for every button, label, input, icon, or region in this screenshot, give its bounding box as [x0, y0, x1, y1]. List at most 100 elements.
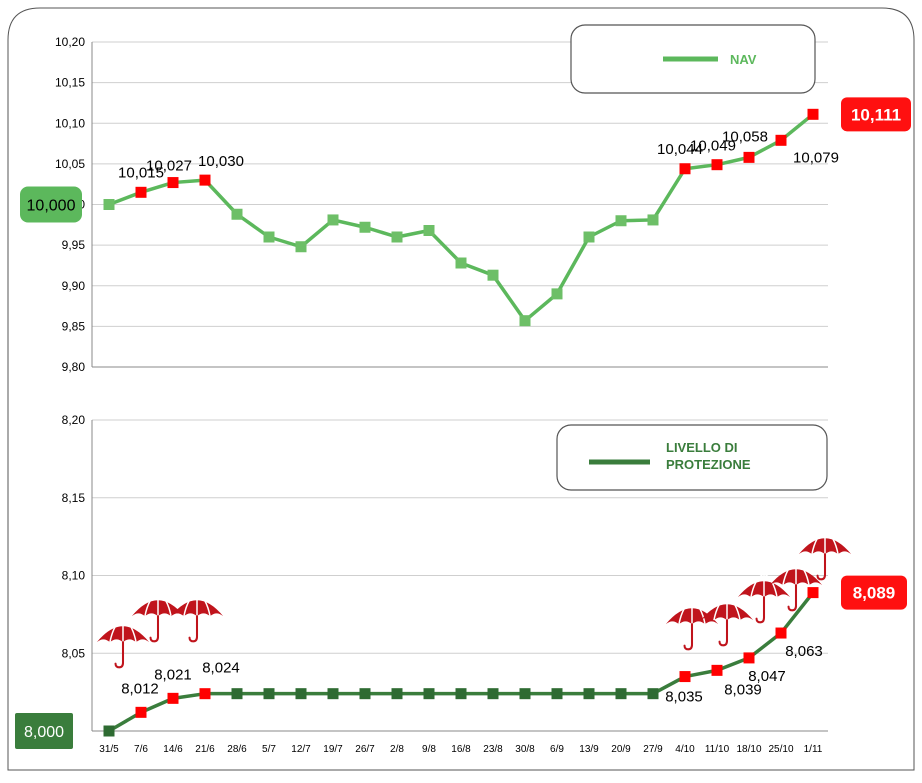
- y-tick-label: 9,85: [62, 319, 86, 333]
- data-point: [359, 688, 371, 700]
- y-tick-label: 8,10: [62, 569, 86, 583]
- highlight-point: [807, 108, 819, 120]
- y-tick-label: 8,20: [62, 413, 86, 427]
- data-point: [647, 214, 659, 226]
- legend-layer: NAV LIVELLO DI PROTEZIONE: [556, 24, 828, 491]
- data-point: [455, 257, 467, 269]
- data-point: [647, 688, 659, 700]
- highlight-point: [135, 186, 147, 198]
- start-badge-label: 8,000: [24, 724, 64, 741]
- legend-box: [556, 424, 828, 491]
- x-tick-label: 6/9: [550, 744, 564, 755]
- highlight-point: [679, 163, 691, 175]
- highlight-point: [743, 151, 755, 163]
- x-tick-label: 18/10: [736, 744, 761, 755]
- legend-label: LIVELLO DI PROTEZIONE: [666, 440, 751, 472]
- data-point: [519, 315, 531, 327]
- x-tick-label: 11/10: [705, 744, 730, 755]
- y-tick-label: 9,80: [62, 360, 86, 374]
- highlight-point: [199, 174, 211, 186]
- data-point: [487, 688, 499, 700]
- y-tick-label: 8,15: [62, 491, 86, 505]
- data-point: [359, 221, 371, 233]
- data-label: 10,044: [657, 141, 703, 158]
- data-point: [423, 688, 435, 700]
- highlight-point: [807, 587, 819, 599]
- data-label: 8,039: [724, 681, 762, 698]
- y-tick-label: 10,15: [55, 76, 85, 90]
- x-tick-label: 27/9: [643, 744, 663, 755]
- data-point: [615, 688, 627, 700]
- end-badge: [841, 575, 907, 610]
- y-tick-label: 9,95: [62, 238, 86, 252]
- x-tick-label: 19/7: [323, 744, 343, 755]
- data-point: [583, 688, 595, 700]
- data-point: [295, 241, 307, 253]
- data-label: 10,015: [118, 164, 164, 181]
- y-tick-label: 9,90: [62, 279, 86, 293]
- x-tick-label: 4/10: [675, 744, 695, 755]
- y-tick-label: 8,05: [62, 646, 86, 660]
- highlight-point: [775, 627, 787, 639]
- outer-border: [7, 7, 915, 771]
- data-label: 10,030: [198, 153, 244, 170]
- data-point: [423, 225, 435, 236]
- grid-layer: 9,809,859,909,9510,0010,0510,1010,1510,2…: [55, 35, 828, 755]
- series-layer: [103, 108, 819, 737]
- x-tick-label: 1/11: [804, 744, 823, 755]
- highlight-point: [167, 177, 179, 189]
- x-tick-label: 31/5: [99, 744, 119, 755]
- data-point: [551, 288, 563, 300]
- x-tick-label: 7/6: [134, 744, 148, 755]
- y-tick-label: 10,10: [55, 116, 85, 130]
- x-tick-label: 14/6: [163, 744, 183, 755]
- data-point: [231, 688, 243, 700]
- x-tick-label: 2/8: [390, 744, 404, 755]
- x-tick-label: 13/9: [579, 744, 599, 755]
- data-label: 8,021: [154, 666, 192, 683]
- data-label: 10,079: [793, 149, 839, 166]
- data-point: [263, 231, 275, 243]
- highlight-point: [199, 688, 211, 700]
- data-label: 10,027: [146, 158, 192, 175]
- highlight-point: [711, 159, 723, 171]
- highlight-point: [679, 671, 691, 683]
- data-point: [327, 688, 339, 700]
- x-tick-label: 21/6: [195, 744, 215, 755]
- data-label: 8,047: [748, 668, 786, 685]
- start-badge: [20, 186, 82, 223]
- data-point: [615, 215, 627, 227]
- x-tick-label: 23/8: [483, 744, 503, 755]
- data-point: [103, 199, 115, 210]
- data-point: [103, 725, 115, 737]
- data-point: [391, 231, 403, 243]
- x-tick-label: 25/10: [768, 744, 793, 755]
- x-tick-label: 26/7: [355, 744, 375, 755]
- data-point: [551, 688, 563, 700]
- data-label: 8,035: [665, 689, 703, 706]
- x-tick-label: 5/7: [262, 744, 276, 755]
- data-label: 8,012: [121, 680, 159, 697]
- x-tick-label: 16/8: [451, 744, 471, 755]
- y-tick-label: 10,05: [55, 157, 85, 171]
- highlight-point: [167, 692, 179, 704]
- data-label: 10,058: [722, 128, 768, 145]
- highlight-point: [775, 134, 787, 146]
- data-point: [231, 208, 243, 220]
- data-point: [391, 688, 403, 700]
- data-point: [263, 688, 275, 700]
- y-tick-label: 10,20: [55, 35, 85, 49]
- data-point: [295, 688, 307, 700]
- start-badge-label: 10,000: [27, 198, 76, 215]
- data-label: 8,024: [202, 660, 240, 677]
- data-label: 10,049: [690, 138, 736, 155]
- highlight-point: [135, 706, 147, 718]
- data-point: [455, 688, 467, 700]
- x-tick-label: 12/7: [291, 744, 311, 755]
- data-point: [327, 214, 339, 226]
- x-tick-label: 28/6: [227, 744, 247, 755]
- end-badge: [841, 97, 911, 132]
- end-badge-label: 8,089: [853, 584, 896, 603]
